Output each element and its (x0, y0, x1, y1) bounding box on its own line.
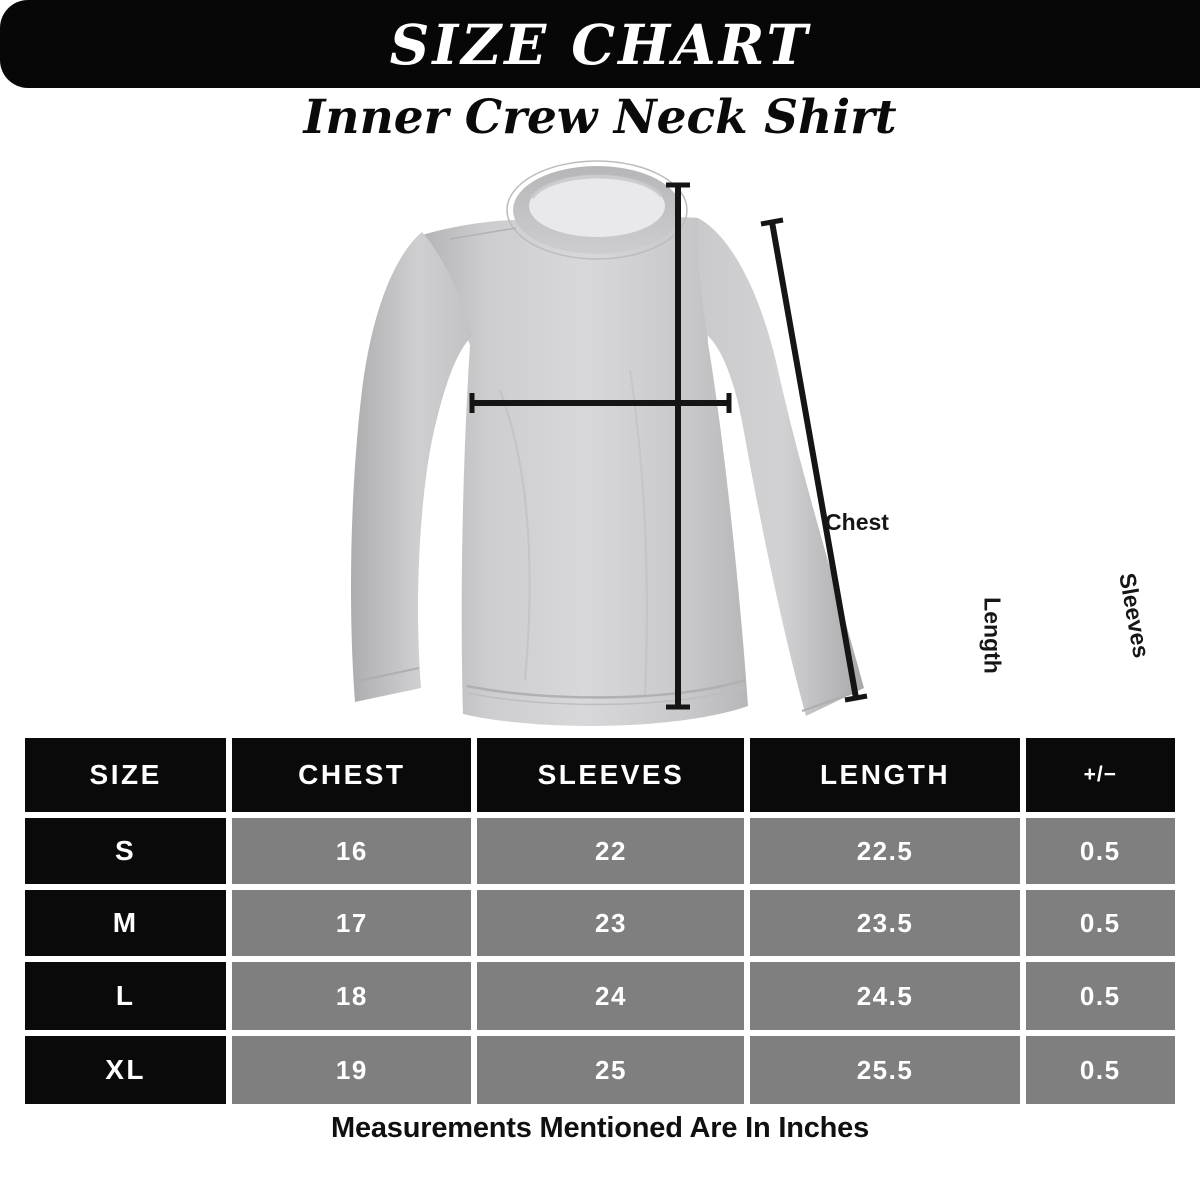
collar-inner-shadow (530, 174, 664, 200)
shirt-hem-stitch (466, 678, 746, 699)
length-value-s: 22.5 (750, 818, 1020, 884)
length-value-m: 23.5 (750, 890, 1020, 956)
page-title: SIZE CHART (389, 11, 811, 77)
shirt-left-sleeve (350, 232, 472, 702)
sleeves-value-s: 22 (477, 818, 745, 884)
right-cuff-stitch (801, 691, 857, 712)
chest-measure-label: Chest (825, 509, 889, 535)
length-measure-label: Length (979, 597, 1006, 674)
chest-value-s: 16 (232, 818, 472, 884)
size-cell-m: M (25, 890, 227, 956)
chest-value-m: 17 (232, 890, 472, 956)
header-cell-chest: CHEST (232, 738, 472, 812)
size-table: SIZE CHEST SLEEVES LENGTH +/− S 16 22 22… (25, 738, 1175, 1104)
header-cell-size: SIZE (25, 738, 227, 812)
size-cell-l: L (25, 962, 227, 1030)
collar-opening (529, 175, 665, 237)
header-cell-tolerance: +/− (1025, 738, 1175, 812)
sleeves-value-xl: 25 (477, 1036, 745, 1104)
tolerance-value-l: 0.5 (1025, 962, 1175, 1030)
size-chart-banner: SIZE CHART (0, 0, 1200, 88)
shirt-right-sleeve (697, 218, 864, 716)
crew-neck-shirt-illustration (350, 160, 868, 726)
sleeves-value-m: 23 (477, 890, 745, 956)
collar-outer-stitch (506, 160, 688, 260)
tolerance-value-xl: 0.5 (1025, 1036, 1175, 1104)
shirt-hem-stitch-2 (467, 686, 745, 706)
size-cell-s: S (25, 818, 227, 884)
length-value-l: 24.5 (750, 962, 1020, 1030)
fabric-fold (629, 369, 648, 696)
shirt-body (422, 217, 748, 726)
tolerance-value-m: 0.5 (1025, 890, 1175, 956)
shirt-measurement-diagram: Chest Length Sleeves (300, 140, 1155, 740)
units-note: Measurements Mentioned Are In Inches (330, 1112, 870, 1144)
left-shoulder-seam (449, 227, 517, 240)
left-cuff-stitch (357, 667, 420, 682)
fabric-fold (499, 389, 531, 681)
header-cell-sleeves: SLEEVES (477, 738, 745, 812)
sleeves-value-l: 24 (477, 962, 745, 1030)
size-cell-xl: XL (25, 1036, 227, 1104)
product-subtitle: Inner Crew Neck Shirt (303, 90, 897, 145)
chest-value-l: 18 (232, 962, 472, 1030)
header-cell-length: LENGTH (750, 738, 1020, 812)
sleeves-measure-label: Sleeves (1114, 570, 1155, 660)
banner-inner: SIZE CHART (0, 0, 1200, 88)
chest-value-xl: 19 (232, 1036, 472, 1104)
length-value-xl: 25.5 (750, 1036, 1020, 1104)
measurement-lines (469, 182, 868, 710)
tolerance-value-s: 0.5 (1025, 818, 1175, 884)
